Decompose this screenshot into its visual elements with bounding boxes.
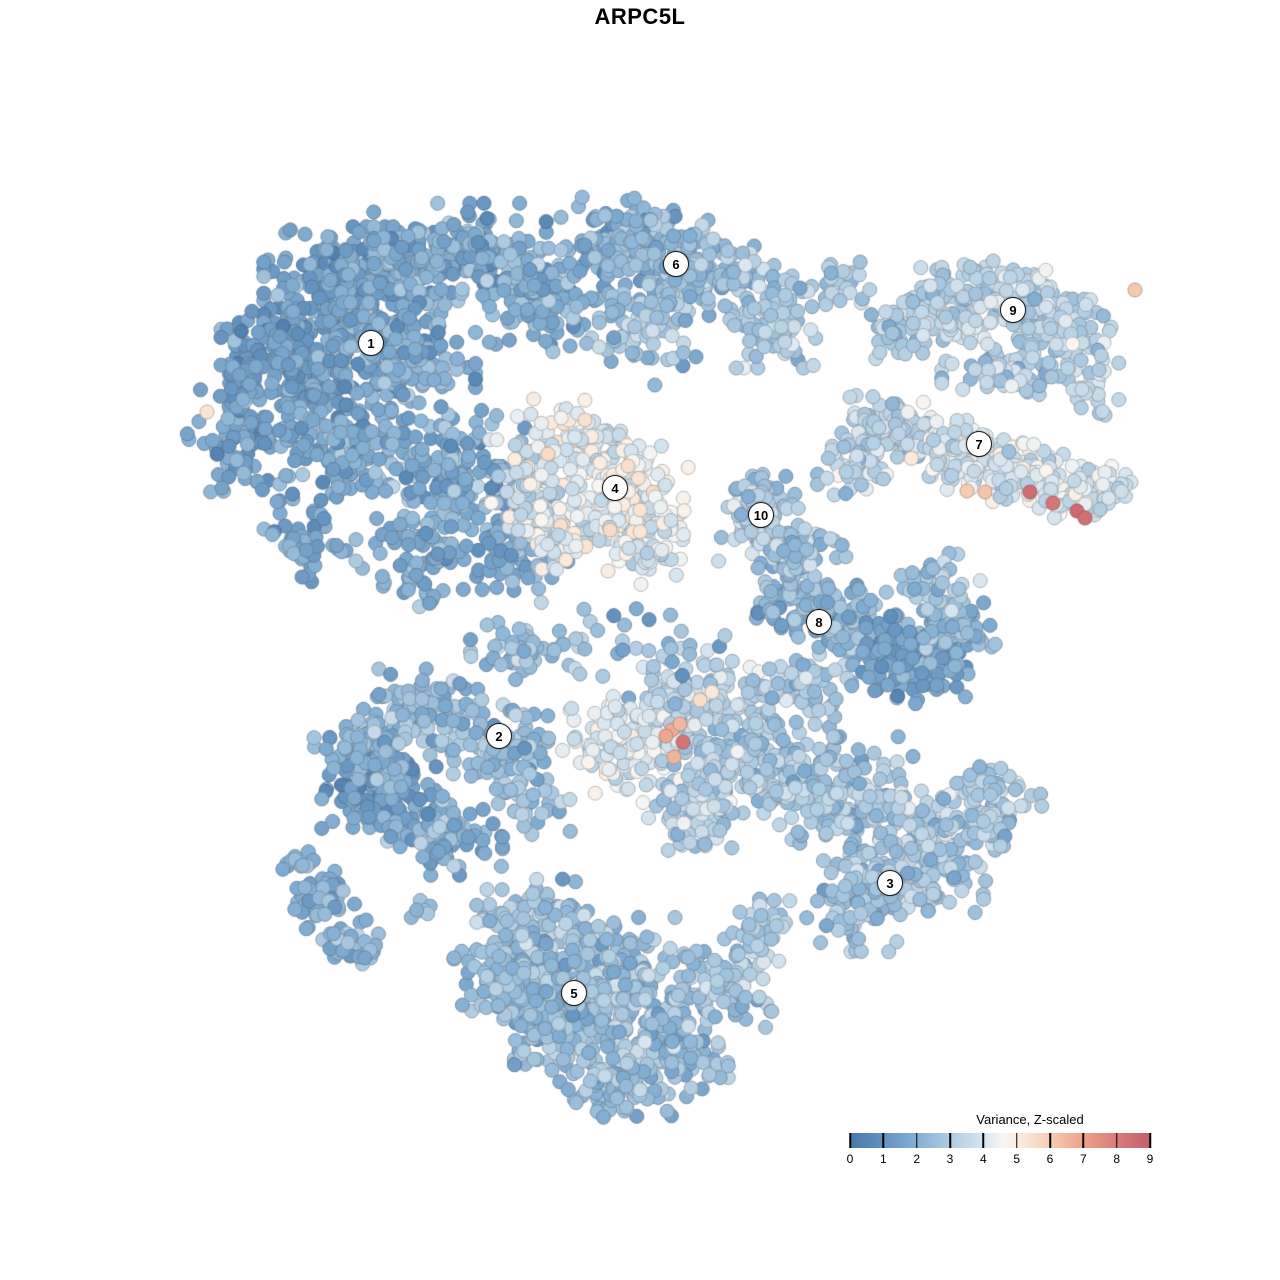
colorbar-tick-mark bbox=[1049, 1133, 1051, 1148]
cluster-label-4: 4 bbox=[602, 475, 628, 501]
colorbar-tick-label: 7 bbox=[1079, 1152, 1087, 1166]
colorbar-tick-mark bbox=[1082, 1133, 1085, 1148]
cluster-label-2: 2 bbox=[486, 723, 512, 749]
colorbar-tick-mark bbox=[1115, 1133, 1118, 1148]
colorbar-tick-mark bbox=[915, 1133, 918, 1148]
colorbar-tick-label: 8 bbox=[1113, 1152, 1120, 1166]
colorbar-tick-mark bbox=[849, 1133, 851, 1148]
colorbar-tick-label: 0 bbox=[846, 1152, 854, 1166]
colorbar-tick-mark bbox=[882, 1133, 885, 1148]
colorbar-tick-mark bbox=[949, 1133, 951, 1148]
colorbar-tick-label: 9 bbox=[1146, 1152, 1154, 1166]
cluster-label-10: 10 bbox=[748, 502, 774, 528]
cluster-label-8: 8 bbox=[806, 609, 832, 635]
colorbar-tick-label: 5 bbox=[1013, 1152, 1020, 1166]
colorbar-tick-label: 4 bbox=[979, 1152, 987, 1166]
colorbar-gradient bbox=[850, 1133, 1150, 1148]
colorbar-title: Variance, Z-scaled bbox=[976, 1112, 1084, 1127]
colorbar-tick-mark bbox=[1149, 1133, 1151, 1148]
cluster-label-5: 5 bbox=[561, 980, 587, 1006]
cluster-label-6: 6 bbox=[663, 251, 689, 277]
cluster-label-3: 3 bbox=[877, 870, 903, 896]
cluster-label-7: 7 bbox=[966, 431, 992, 457]
colorbar-tick-label: 6 bbox=[1046, 1152, 1054, 1166]
cluster-label-9: 9 bbox=[1000, 297, 1026, 323]
colorbar-tick-mark bbox=[982, 1133, 985, 1148]
colorbar-tick-label: 2 bbox=[913, 1152, 920, 1166]
cluster-label-1: 1 bbox=[358, 330, 384, 356]
colorbar-tick-mark bbox=[1015, 1133, 1018, 1148]
colorbar-tick-label: 1 bbox=[879, 1152, 887, 1166]
colorbar-tick-label: 3 bbox=[946, 1152, 954, 1166]
